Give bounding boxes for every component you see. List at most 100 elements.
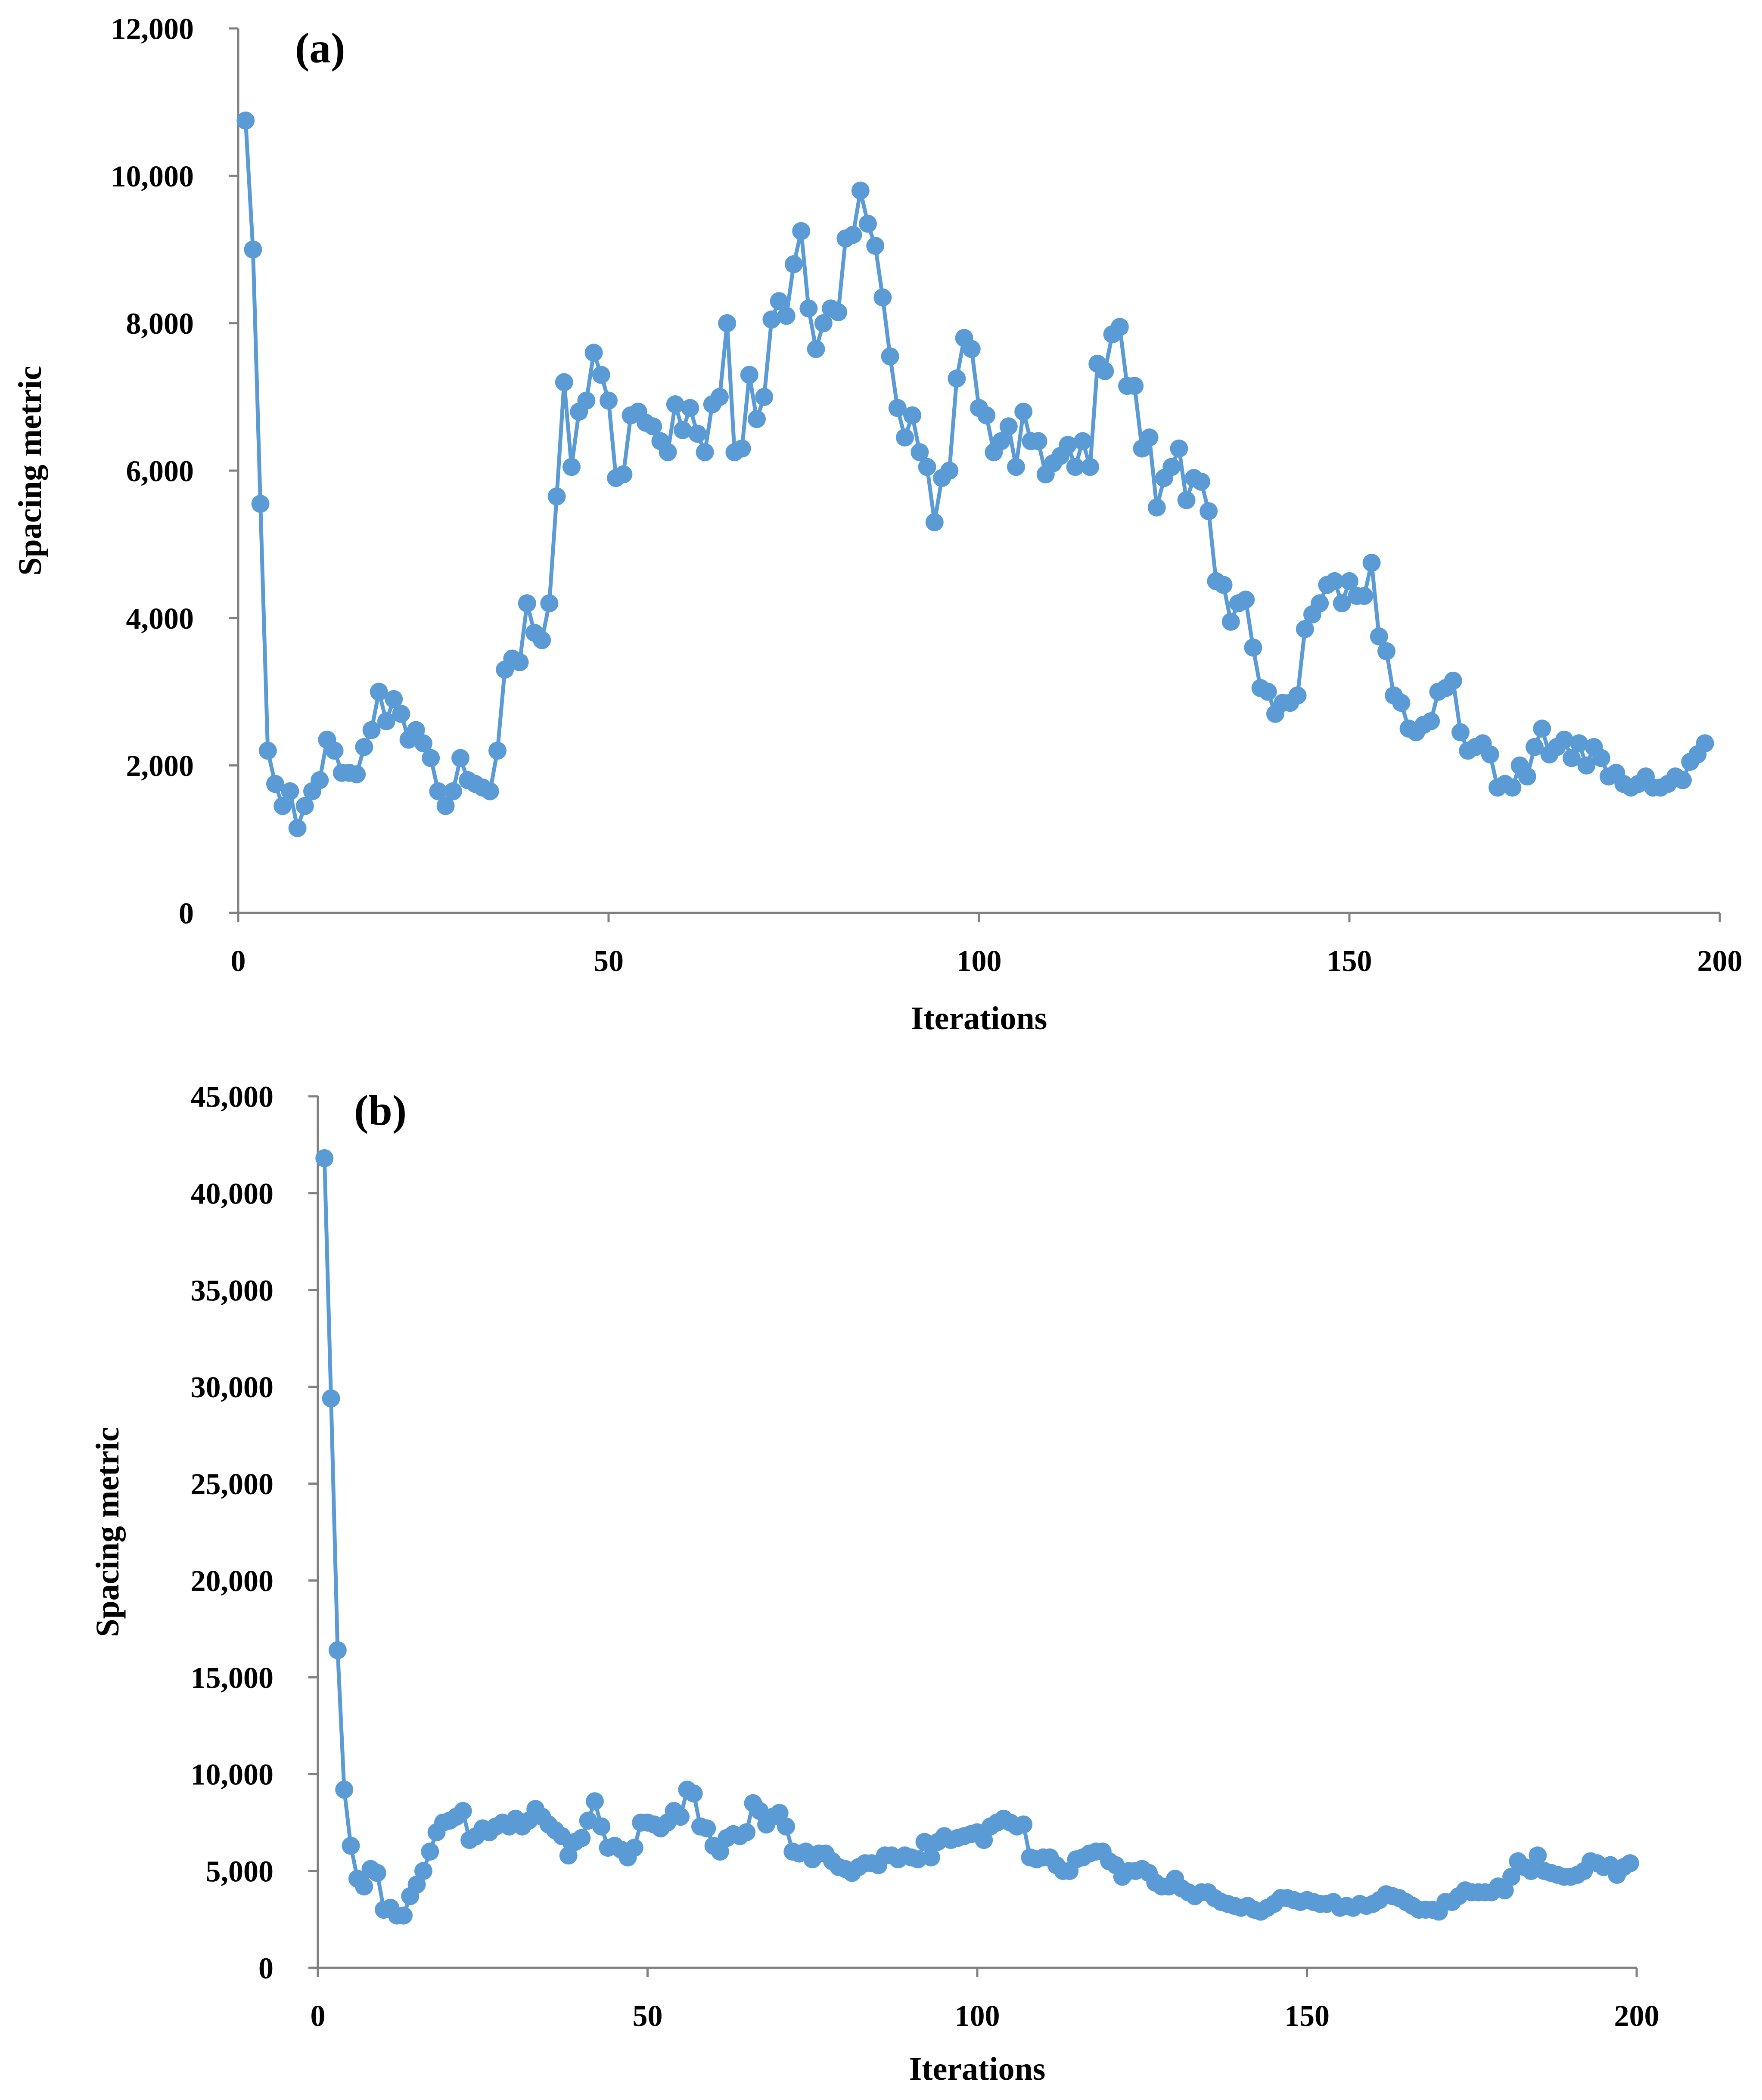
x-axis-title: Iterations [911,1000,1047,1036]
data-point [1221,612,1240,631]
data-point [540,594,559,613]
x-axis-title: Iterations [909,2051,1046,2087]
data-point [1110,318,1129,336]
data-point [1288,686,1307,705]
data-point [236,112,255,130]
data-point [1444,671,1462,690]
data-point [251,495,270,513]
data-point [1674,771,1692,789]
data-point [600,391,618,410]
x-tick-label: 200 [1614,2000,1659,2033]
data-point [777,307,796,325]
y-tick-label: 10,000 [191,1759,274,1792]
data-point [392,704,410,723]
data-point [1333,594,1351,613]
data-point [829,303,848,321]
x-tick-label: 200 [1697,945,1743,978]
series-line [243,120,1707,830]
data-point [737,1823,756,1842]
data-point [395,1906,413,1925]
data-point [414,1862,432,1880]
data-point [1377,642,1395,661]
panel-label: (a) [295,24,345,72]
chart-panel-b: 0 5,000 10,000 15,000 20,000 25,000 30,000 35,0… [90,1081,1659,2088]
data-point [370,682,388,701]
data-point [940,462,959,480]
data-point [873,288,892,307]
data-point [407,1875,426,1894]
data-point [1495,1881,1514,1900]
data-point [718,314,736,332]
y-tick-label: 45,000 [191,1081,274,1114]
data-point [1392,694,1411,712]
data-point [436,797,455,815]
data-point [547,487,566,506]
data-point [1502,1867,1521,1886]
data-point [1526,738,1544,756]
data-point [481,782,499,800]
data-point [258,741,277,760]
data-point [684,1784,703,1803]
data-point [444,782,462,800]
y-tick-label: 5,000 [206,1855,274,1889]
data-point [281,782,299,800]
data-point [1066,458,1085,476]
data-point [918,458,936,476]
y-tick-label: 20,000 [191,1565,274,1598]
data-point [799,299,818,318]
data-point [785,255,803,273]
data-point [1340,572,1358,590]
y-tick-label: 0 [179,897,194,931]
data-point [740,366,758,384]
data-point [1362,554,1381,572]
data-point [533,631,551,649]
data-point [1529,1846,1547,1865]
data-point [762,310,781,329]
data-point [962,340,981,358]
data-point [562,458,581,476]
data-point [1696,734,1714,753]
data-point [1147,498,1166,517]
data-point [748,410,766,428]
data-point [1081,458,1099,476]
data-point [451,749,469,767]
data-point [454,1802,472,1820]
data-point [881,347,899,366]
data-point [385,690,403,708]
data-point [1355,587,1374,605]
data-point [844,226,862,244]
data-point [851,181,870,200]
data-point [666,395,684,413]
data-point [1177,491,1196,509]
x-tick-label: 50 [594,945,624,978]
data-point [429,782,447,800]
data-point [1014,403,1033,421]
data-point [362,721,381,739]
data-point [273,797,292,815]
y-tick-label: 0 [258,1952,273,1985]
data-point [1518,767,1536,786]
data-point [1592,749,1610,767]
data-point [975,1831,993,1849]
y-tick-label: 15,000 [191,1662,274,1695]
data-point [681,399,699,417]
data-point [510,653,529,671]
data-point [355,1877,373,1896]
data-point [488,741,507,760]
data-point [948,369,966,388]
y-tick-label: 8,000 [126,307,194,341]
data-point [266,775,284,793]
data-point [770,292,788,310]
data-point [577,391,596,410]
y-axis-title: Spacing metric [90,1427,126,1637]
x-tick-label: 100 [955,2000,1000,2033]
data-point [1170,439,1188,458]
data-point [859,214,877,233]
y-tick-label: 30,000 [191,1371,274,1404]
data-point [925,513,944,531]
data-point [1244,638,1262,657]
data-point [1311,594,1329,613]
data-point [1007,458,1025,476]
data-point [1073,432,1092,450]
data-point [711,388,729,406]
